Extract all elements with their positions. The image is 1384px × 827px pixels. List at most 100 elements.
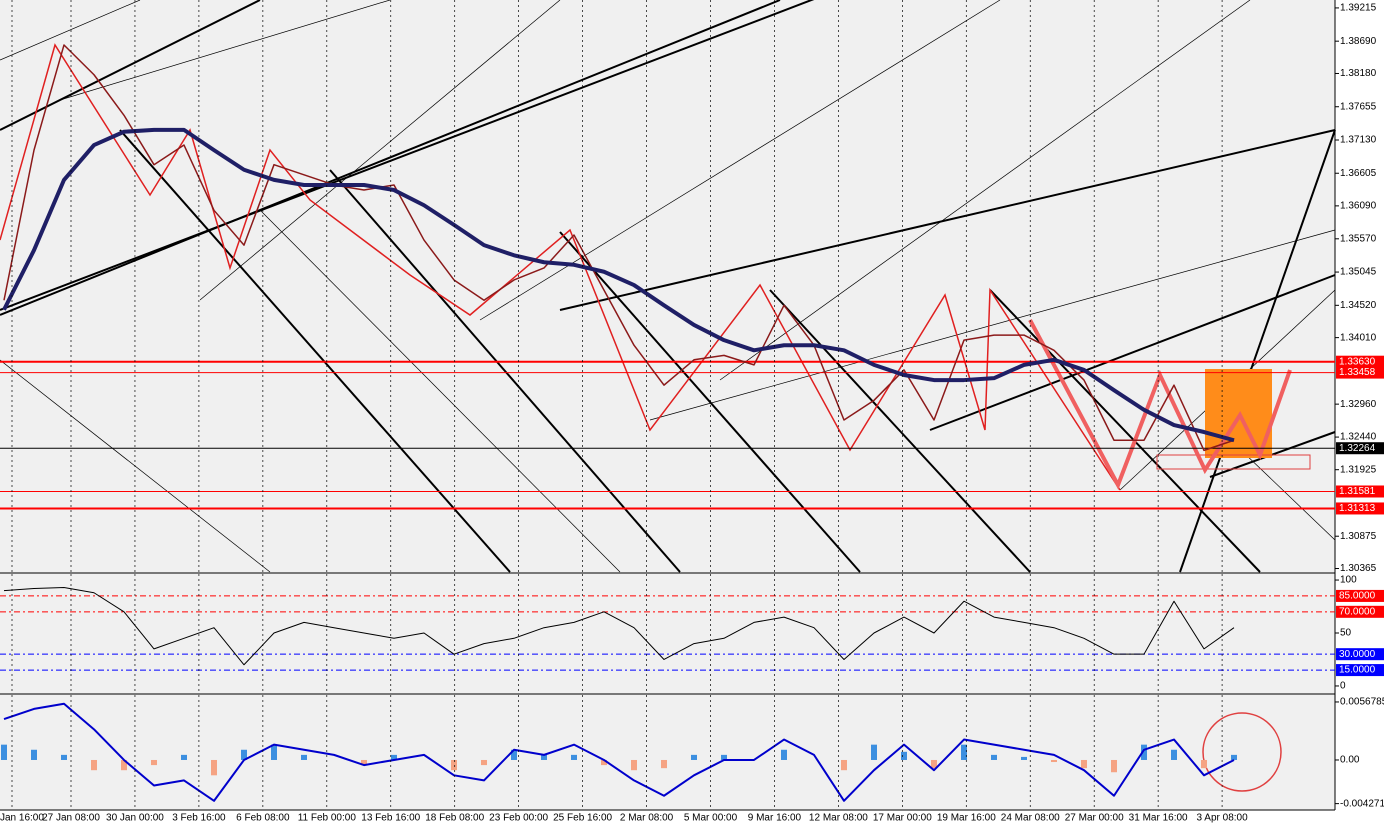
y-tick-label: 1.32960 (1340, 399, 1377, 410)
x-tick-label: 2 Mar 08:00 (620, 813, 674, 824)
level-label-box (1336, 355, 1384, 368)
level-label-box (1336, 442, 1384, 455)
histogram-bar (271, 744, 277, 760)
y-tick-label: 1.37130 (1340, 135, 1377, 146)
level-label-box (1336, 366, 1384, 379)
histogram-bar (121, 759, 127, 771)
x-tick-label: 11 Feb 00:00 (298, 813, 357, 824)
y-tick-label: 0.00 (1340, 755, 1360, 766)
histogram-bar (151, 759, 157, 766)
histogram-bar (1, 744, 7, 760)
x-tick-label: 17 Mar 00:00 (873, 813, 932, 824)
y-tick-label: 50 (1340, 628, 1352, 639)
histogram-bar (481, 759, 487, 766)
histogram-bar (301, 754, 307, 760)
series-line (3, 586, 1235, 666)
histogram-bar (901, 751, 907, 760)
y-tick-label: 1.39215 (1340, 3, 1377, 14)
plot-background (0, 0, 1335, 810)
x-tick-label: 3 Feb 16:00 (172, 813, 226, 824)
zone-box (1156, 454, 1311, 470)
y-tick-label: 1.36605 (1340, 168, 1377, 179)
histogram-bar (961, 744, 967, 760)
highlight-circle (1202, 712, 1282, 792)
forecast-arrows (1028, 319, 1292, 490)
y-tick-label: 1.38180 (1340, 68, 1377, 79)
histogram-bar (541, 754, 547, 760)
y-tick-label: 0 (1340, 681, 1346, 692)
y-tick-label: 1.38690 (1340, 36, 1377, 47)
histogram-bar (601, 759, 607, 766)
x-tick-label: 5 Mar 00:00 (684, 813, 738, 824)
histogram-bar (1141, 744, 1147, 760)
histogram-bar (841, 759, 847, 771)
histogram-bar (211, 759, 217, 776)
x-tick-label: 31 Mar 16:00 (1129, 813, 1188, 824)
histogram-bar (1021, 756, 1027, 760)
highlight-box (1205, 369, 1272, 458)
histogram-bar (691, 754, 697, 760)
level-label: 85.0000 (1339, 591, 1376, 602)
histogram-bar (631, 759, 637, 771)
histogram-bar (1051, 759, 1057, 763)
histogram-bar (241, 749, 247, 760)
histogram-bar (871, 744, 877, 760)
histogram-bar (661, 759, 667, 769)
level-label-box (1336, 502, 1384, 515)
x-tick-label: 27 Mar 00:00 (1065, 813, 1124, 824)
level-label-box (1336, 589, 1384, 602)
histogram-bar (1171, 749, 1177, 760)
x-tick-label: Jan 16:00 (0, 813, 44, 824)
y-tick-label: 1.37655 (1340, 101, 1377, 112)
x-tick-label: 24 Mar 08:00 (1001, 813, 1060, 824)
level-label: 1.32264 (1339, 443, 1376, 454)
x-tick-label: 19 Mar 16:00 (937, 813, 996, 824)
histogram-bar (511, 749, 517, 760)
x-tick-label: 30 Jan 00:00 (106, 813, 164, 824)
y-tick-label: 1.34520 (1340, 300, 1377, 311)
y-tick-label: 1.36090 (1340, 201, 1377, 212)
x-tick-label: 6 Feb 08:00 (236, 813, 290, 824)
histogram-bar (31, 749, 37, 760)
level-label: 1.33458 (1339, 367, 1376, 378)
histogram-bar (721, 754, 727, 760)
histogram-bar (361, 759, 367, 766)
x-tick-label: 12 Mar 08:00 (809, 813, 868, 824)
level-label-box (1336, 664, 1384, 677)
x-tick-label: 3 Apr 08:00 (1197, 813, 1249, 824)
histogram-bar (1081, 759, 1087, 769)
series-line (2, 127, 1235, 443)
y-tick-label: -0.0042718 (1340, 798, 1384, 809)
histogram-bar (181, 754, 187, 760)
y-tick-label: 0.0056785 (1340, 697, 1384, 708)
y-tick-label: 1.35045 (1340, 267, 1377, 278)
axis-background (1335, 0, 1384, 827)
level-label-box (1336, 605, 1384, 618)
series-line (3, 44, 1235, 452)
histogram-bar (1231, 754, 1237, 760)
level-label: 15.0000 (1339, 665, 1376, 676)
series-line (3, 702, 1235, 802)
y-tick-label: 1.30365 (1340, 563, 1377, 574)
histogram-bar (91, 759, 97, 771)
level-label: 70.0000 (1339, 606, 1376, 617)
level-label: 30.0000 (1339, 649, 1376, 660)
x-tick-label: 23 Feb 00:00 (489, 813, 548, 824)
x-tick-label: 13 Feb 16:00 (361, 813, 420, 824)
y-tick-label: 1.31925 (1340, 464, 1377, 475)
x-tick-label: 25 Feb 16:00 (553, 813, 612, 824)
x-tick-label: 27 Jan 08:00 (42, 813, 100, 824)
y-tick-label: 1.34010 (1340, 332, 1377, 343)
level-label-box (1336, 485, 1384, 498)
level-label: 1.33630 (1339, 356, 1376, 367)
y-tick-label: 1.32440 (1340, 432, 1377, 443)
level-label-box (1336, 648, 1384, 661)
level-label: 1.31313 (1339, 503, 1376, 514)
y-tick-label: 1.35570 (1340, 233, 1377, 244)
histogram-bar (991, 754, 997, 760)
histogram-bar (61, 754, 67, 760)
histogram-bar (931, 759, 937, 769)
y-tick-label: 1.30875 (1340, 531, 1377, 542)
histogram-bar (571, 754, 577, 760)
